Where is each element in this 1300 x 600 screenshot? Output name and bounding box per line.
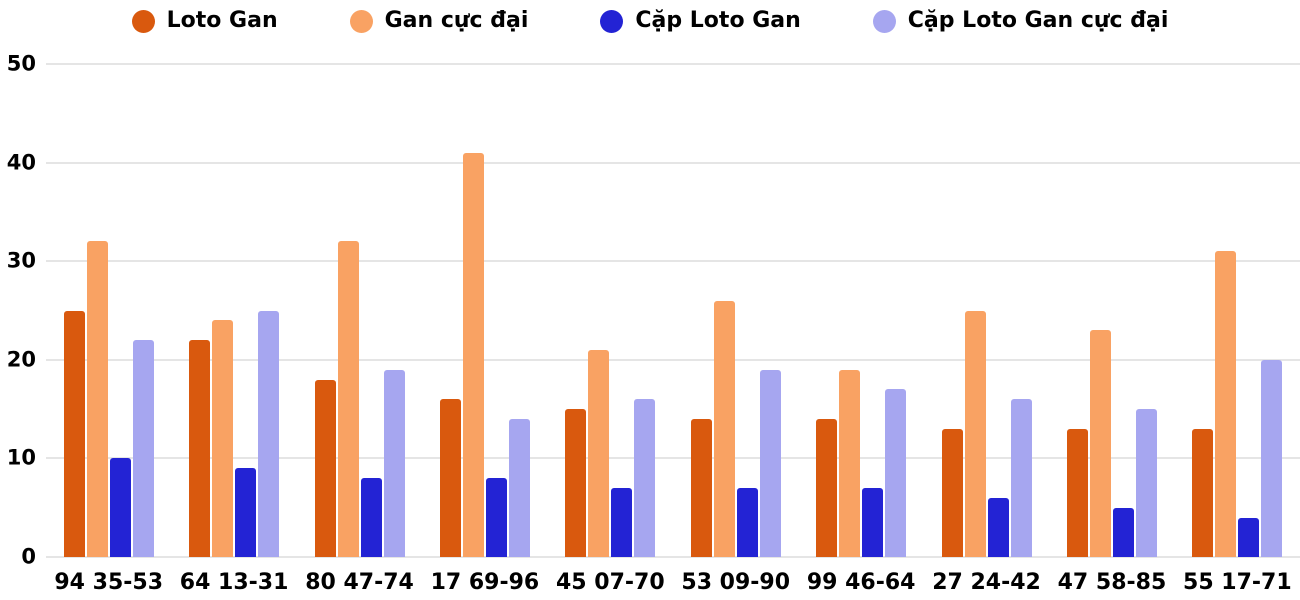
bar-gan-cuc-dai[interactable]: [588, 349, 610, 557]
plot-area: [46, 63, 1300, 558]
bar-loto-gan[interactable]: [1066, 428, 1088, 557]
bar-cap-loto-gan[interactable]: [235, 468, 257, 557]
legend-dot-icon: [349, 9, 373, 33]
bar-cap-loto-gan[interactable]: [611, 487, 633, 557]
bar-gan-cuc-dai[interactable]: [964, 310, 986, 557]
bar-cap-loto-gan[interactable]: [360, 478, 382, 557]
x-tick-label: 64 13-31: [179, 570, 289, 595]
gridline: [46, 161, 1300, 164]
bar-gan-cuc-dai[interactable]: [1089, 330, 1111, 557]
bar-cap-loto-gan-cuc-dai[interactable]: [759, 369, 781, 557]
gridline: [46, 556, 1300, 558]
legend-dot-icon: [131, 9, 155, 33]
legend-label: Gan cực đại: [384, 8, 529, 33]
legend-dot-icon: [872, 9, 896, 33]
bar-cap-loto-gan[interactable]: [1238, 517, 1260, 557]
bar-group: [798, 64, 923, 557]
bar-loto-gan[interactable]: [439, 399, 461, 557]
bar-gan-cuc-dai[interactable]: [1215, 251, 1237, 557]
y-tick-label: 50: [6, 51, 36, 76]
bar-groups: [46, 64, 1300, 557]
bar-group: [297, 64, 422, 557]
bar-cap-loto-gan-cuc-dai[interactable]: [885, 389, 907, 557]
x-tick-label: 55 17-71: [1183, 570, 1292, 595]
bar-group: [673, 64, 798, 557]
bar-loto-gan[interactable]: [565, 409, 587, 557]
bar-group: [548, 64, 673, 557]
x-tick-label: 27 24-42: [932, 570, 1041, 595]
bar-loto-gan[interactable]: [941, 428, 963, 557]
x-tick-label: 99 46-64: [806, 570, 916, 595]
bar-gan-cuc-dai[interactable]: [86, 241, 108, 557]
bar-cap-loto-gan-cuc-dai[interactable]: [1010, 399, 1032, 557]
bar-group: [1175, 64, 1300, 557]
bar-group: [422, 64, 547, 557]
legend-item-cap-loto-gan[interactable]: Cặp Loto Gan: [600, 8, 801, 33]
y-tick-label: 30: [6, 248, 36, 273]
y-tick-label: 40: [6, 150, 36, 175]
y-axis: 0 10 20 30 40 50: [0, 53, 46, 567]
legend-label: Cặp Loto Gan: [635, 8, 801, 33]
gridline: [46, 260, 1300, 263]
y-tick-label: 20: [6, 347, 36, 372]
bar-cap-loto-gan-cuc-dai[interactable]: [508, 418, 530, 557]
bar-group: [171, 64, 296, 557]
bar-cap-loto-gan[interactable]: [109, 458, 131, 557]
gridline: [46, 457, 1300, 460]
bar-cap-loto-gan[interactable]: [862, 487, 884, 557]
bar-cap-loto-gan[interactable]: [736, 487, 758, 557]
bar-loto-gan[interactable]: [1192, 428, 1214, 557]
x-axis: 94 35-53 64 13-31 80 47-74 17 69-96 45 07-70…: [46, 557, 1300, 600]
bar-loto-gan[interactable]: [63, 310, 85, 557]
x-tick-label: 45 07-70: [556, 570, 665, 595]
bar-cap-loto-gan[interactable]: [987, 497, 1009, 557]
bar-cap-loto-gan-cuc-dai[interactable]: [1135, 409, 1157, 557]
legend-label: Loto Gan: [166, 8, 278, 33]
bar-gan-cuc-dai[interactable]: [839, 369, 861, 557]
x-tick-label: 80 47-74: [305, 570, 414, 595]
bar-cap-loto-gan-cuc-dai[interactable]: [1261, 359, 1283, 557]
chart-body: 0 10 20 30 40 50: [0, 53, 1300, 567]
bar-loto-gan[interactable]: [314, 379, 336, 557]
bar-cap-loto-gan-cuc-dai[interactable]: [132, 340, 154, 557]
bar-loto-gan[interactable]: [690, 418, 712, 557]
y-tick-label: 10: [6, 445, 36, 470]
bar-loto-gan[interactable]: [189, 340, 211, 557]
legend-item-loto-gan[interactable]: Loto Gan: [131, 8, 278, 33]
bar-cap-loto-gan-cuc-dai[interactable]: [258, 310, 280, 557]
legend-dot-icon: [600, 9, 624, 33]
legend-item-gan-cuc-dai[interactable]: Gan cực đại: [349, 8, 529, 33]
bar-group: [924, 64, 1049, 557]
bar-cap-loto-gan[interactable]: [1112, 507, 1134, 557]
gridline: [46, 63, 1300, 65]
chart-legend: Loto Gan Gan cực đại Cặp Loto Gan Cặp Loto …: [0, 0, 1300, 42]
x-tick-label: 47 58-85: [1057, 570, 1167, 595]
x-tick-label: 94 35-53: [54, 570, 164, 595]
bar-cap-loto-gan-cuc-dai[interactable]: [383, 369, 405, 557]
bar-gan-cuc-dai[interactable]: [713, 300, 735, 557]
legend-item-cap-loto-gan-cuc-dai[interactable]: Cặp Loto Gan cực đại: [872, 8, 1169, 33]
bar-group: [46, 64, 171, 557]
legend-label: Cặp Loto Gan cực đại: [907, 8, 1169, 33]
bar-loto-gan[interactable]: [816, 418, 838, 557]
bar-gan-cuc-dai[interactable]: [212, 320, 234, 557]
x-tick-label: 17 69-96: [430, 570, 540, 595]
y-tick-label: 0: [21, 544, 36, 569]
bar-group: [1049, 64, 1174, 557]
bar-gan-cuc-dai[interactable]: [462, 152, 484, 557]
gridline: [46, 358, 1300, 361]
bar-cap-loto-gan-cuc-dai[interactable]: [634, 399, 656, 557]
bar-gan-cuc-dai[interactable]: [337, 241, 359, 557]
x-tick-label: 53 09-90: [681, 570, 791, 595]
bar-cap-loto-gan[interactable]: [485, 478, 507, 557]
